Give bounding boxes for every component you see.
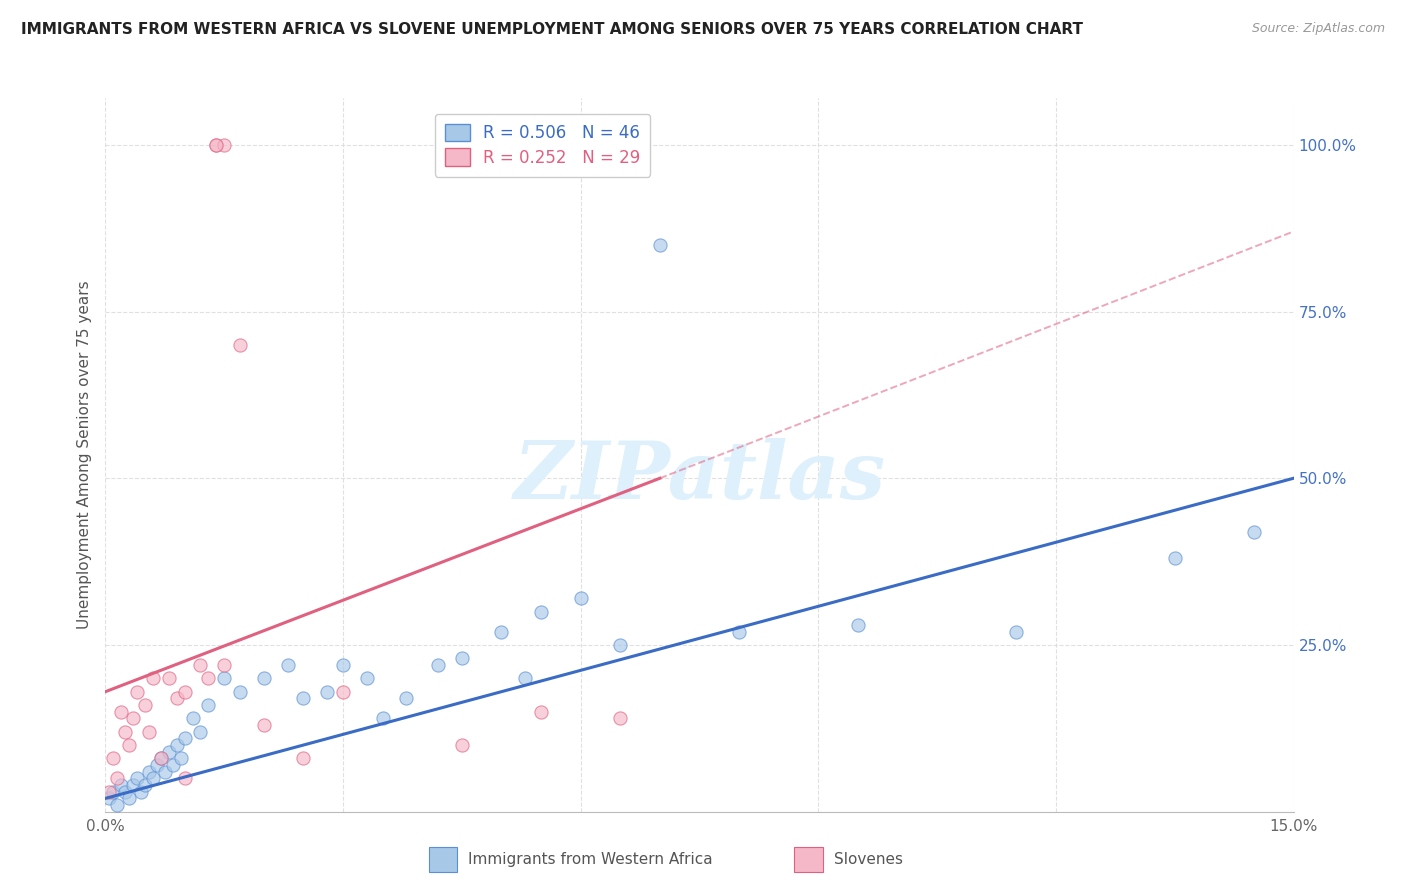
Point bbox=[292, 691, 315, 706]
Point bbox=[356, 671, 378, 685]
Point bbox=[648, 237, 671, 252]
Point bbox=[114, 724, 136, 739]
Point bbox=[134, 778, 156, 792]
Point bbox=[332, 658, 354, 673]
Point bbox=[214, 658, 236, 673]
Point bbox=[122, 778, 145, 792]
Point bbox=[114, 785, 136, 799]
Point bbox=[609, 711, 631, 725]
Point bbox=[134, 698, 156, 712]
Point bbox=[153, 764, 176, 779]
Point bbox=[205, 137, 228, 152]
Point bbox=[129, 785, 152, 799]
Point bbox=[127, 772, 149, 786]
Point bbox=[190, 658, 212, 673]
Point bbox=[138, 724, 160, 739]
Point bbox=[609, 638, 631, 652]
Point bbox=[450, 651, 472, 665]
Point bbox=[146, 758, 169, 772]
Legend: R = 0.506   N = 46, R = 0.252   N = 29: R = 0.506 N = 46, R = 0.252 N = 29 bbox=[434, 113, 650, 177]
Point bbox=[229, 338, 252, 352]
Point bbox=[728, 624, 751, 639]
Point bbox=[149, 751, 172, 765]
Point bbox=[103, 751, 125, 765]
Point bbox=[846, 618, 869, 632]
Point bbox=[1005, 624, 1028, 639]
Text: Slovenes: Slovenes bbox=[834, 853, 903, 867]
Point bbox=[173, 772, 195, 786]
Point bbox=[450, 738, 472, 752]
Point bbox=[118, 791, 141, 805]
Text: ZIPatlas: ZIPatlas bbox=[513, 438, 886, 515]
Text: IMMIGRANTS FROM WESTERN AFRICA VS SLOVENE UNEMPLOYMENT AMONG SENIORS OVER 75 YEA: IMMIGRANTS FROM WESTERN AFRICA VS SLOVEN… bbox=[21, 22, 1083, 37]
Point bbox=[569, 591, 592, 606]
Point bbox=[197, 671, 219, 685]
Point bbox=[1164, 551, 1187, 566]
Point bbox=[127, 684, 149, 698]
Point bbox=[173, 731, 195, 746]
Point bbox=[515, 671, 537, 685]
Point bbox=[103, 785, 125, 799]
Point bbox=[253, 718, 276, 732]
Point bbox=[110, 705, 132, 719]
Point bbox=[253, 671, 276, 685]
Point bbox=[530, 705, 553, 719]
Point bbox=[371, 711, 394, 725]
Point bbox=[170, 751, 193, 765]
Point bbox=[105, 772, 128, 786]
Text: Source: ZipAtlas.com: Source: ZipAtlas.com bbox=[1251, 22, 1385, 36]
Point bbox=[395, 691, 418, 706]
Point bbox=[162, 758, 184, 772]
Point bbox=[166, 691, 188, 706]
Point bbox=[138, 764, 160, 779]
Point bbox=[122, 711, 145, 725]
Point bbox=[292, 751, 315, 765]
Point bbox=[98, 791, 121, 805]
Point bbox=[491, 624, 513, 639]
Point bbox=[214, 137, 236, 152]
Point bbox=[316, 684, 339, 698]
Point bbox=[142, 671, 165, 685]
Point bbox=[157, 745, 180, 759]
Point bbox=[142, 772, 165, 786]
Point bbox=[427, 658, 450, 673]
Point bbox=[105, 798, 128, 813]
Point bbox=[157, 671, 180, 685]
Point bbox=[118, 738, 141, 752]
Point bbox=[197, 698, 219, 712]
Point bbox=[173, 684, 195, 698]
Point bbox=[229, 684, 252, 698]
Text: Immigrants from Western Africa: Immigrants from Western Africa bbox=[468, 853, 713, 867]
Y-axis label: Unemployment Among Seniors over 75 years: Unemployment Among Seniors over 75 years bbox=[77, 281, 93, 629]
Point bbox=[110, 778, 132, 792]
Point bbox=[277, 658, 299, 673]
Point bbox=[166, 738, 188, 752]
Point bbox=[1243, 524, 1265, 539]
Point bbox=[98, 785, 121, 799]
Point bbox=[149, 751, 172, 765]
Point bbox=[181, 711, 204, 725]
Point bbox=[190, 724, 212, 739]
Point bbox=[332, 684, 354, 698]
Point bbox=[214, 671, 236, 685]
Point bbox=[530, 605, 553, 619]
Point bbox=[205, 137, 228, 152]
